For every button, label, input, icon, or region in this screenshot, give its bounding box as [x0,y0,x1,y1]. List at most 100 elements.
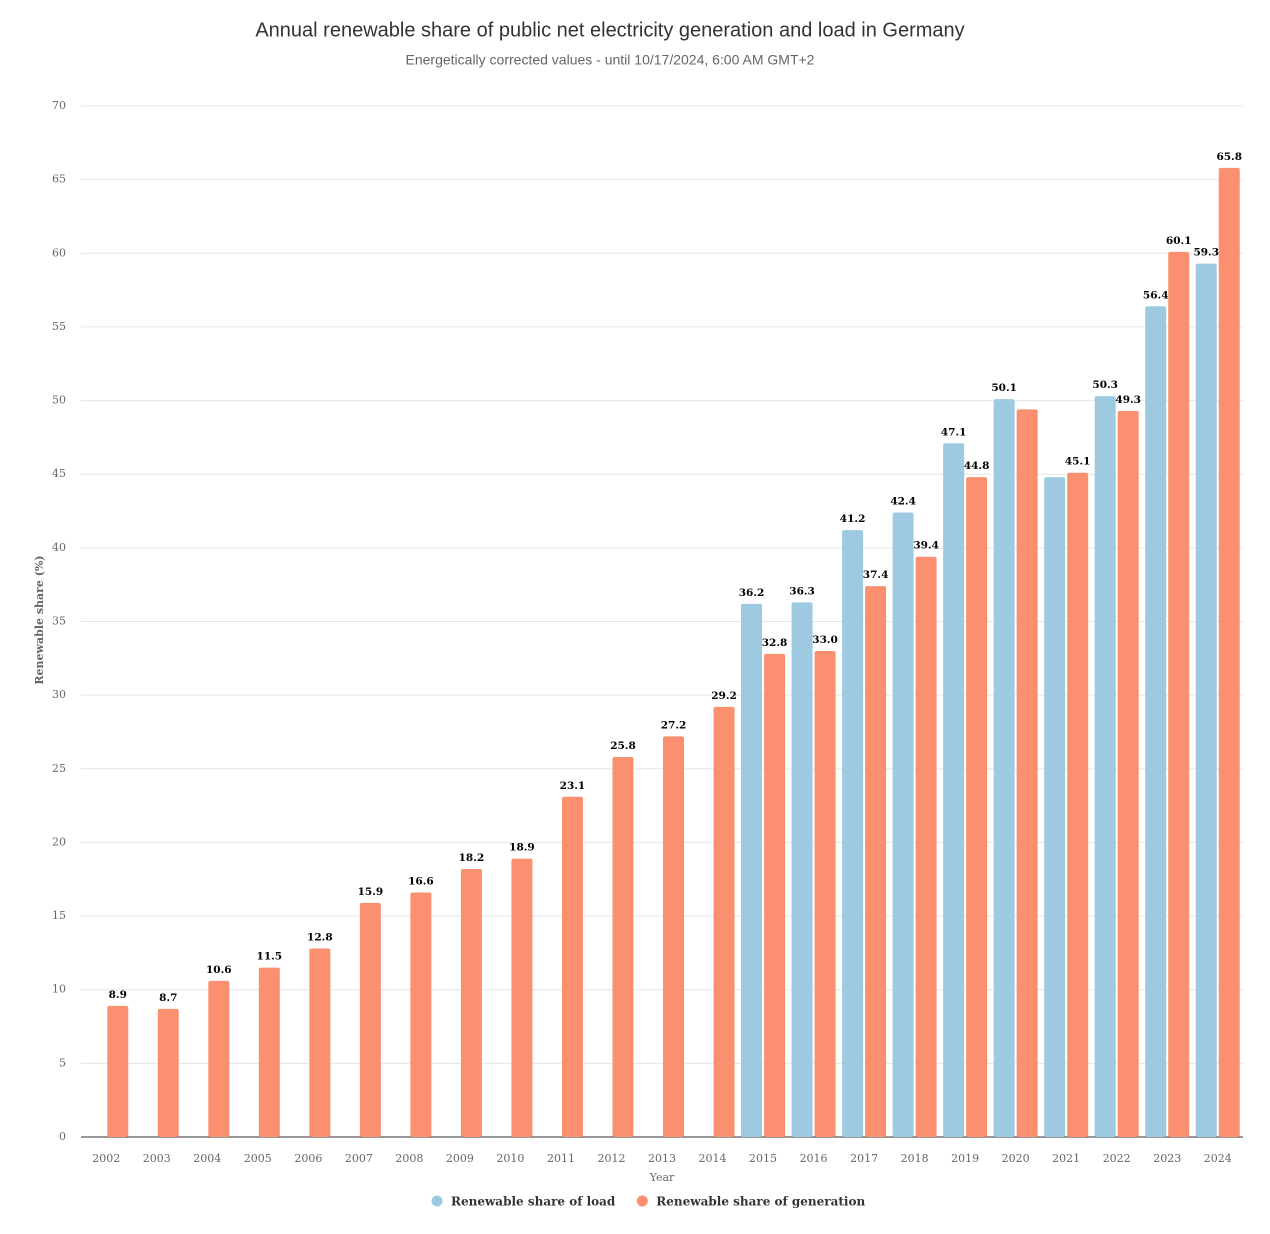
bar [107,1005,129,1137]
x-tick-label: 2005 [244,1152,272,1165]
data-label: 27.2 [661,719,687,731]
data-label: 49.3 [1115,394,1141,406]
x-tick-label: 2016 [800,1152,828,1165]
bar [764,653,786,1137]
y-tick-label: 35 [52,615,66,628]
bar [993,399,1015,1137]
bar [663,736,684,1137]
y-tick-label: 65 [52,173,66,186]
x-tick-label: 2018 [901,1152,929,1165]
bar [359,902,381,1137]
x-tick-label: 2014 [699,1152,727,1165]
bar [966,477,988,1137]
x-tick-label: 2017 [850,1152,878,1165]
bar [561,796,583,1137]
data-label: 44.8 [964,460,990,472]
x-tick-label: 2004 [193,1152,221,1165]
data-label: 18.9 [509,842,535,854]
data-label: 39.4 [913,540,939,552]
x-tick-label: 2020 [1002,1152,1030,1165]
bar [258,967,280,1137]
x-tick-label: 2021 [1052,1152,1080,1165]
bar [814,650,836,1137]
bar [511,858,533,1137]
y-tick-label: 20 [52,835,66,848]
bar [741,603,763,1137]
y-tick-label: 0 [59,1130,66,1143]
data-label: 47.1 [941,426,967,438]
y-tick-label: 55 [52,320,66,333]
x-tick-label: 2006 [294,1152,322,1165]
bar [1145,306,1167,1137]
x-tick-label: 2009 [446,1152,474,1165]
data-label: 11.5 [257,951,283,963]
data-label: 50.1 [991,382,1017,394]
data-label: 15.9 [358,886,384,898]
x-tick-label: 2011 [547,1152,575,1165]
bar [842,530,864,1137]
data-label: 10.6 [206,964,232,976]
x-tick-label: 2024 [1204,1152,1232,1165]
data-label: 8.7 [159,992,177,1004]
data-label: 45.1 [1065,456,1091,468]
bar [309,948,331,1137]
data-label: 16.6 [408,876,434,888]
y-tick-label: 10 [52,983,66,996]
bar [1044,477,1066,1137]
y-tick-label: 60 [52,246,66,259]
data-label: 65.8 [1216,151,1242,163]
bar [943,443,965,1137]
bar [410,892,432,1137]
y-tick-label: 40 [52,541,66,554]
x-tick-label: 2002 [92,1152,120,1165]
data-label: 56.4 [1143,289,1169,301]
data-label: 36.2 [739,587,765,599]
bar [460,868,482,1137]
x-tick-label: 2023 [1153,1152,1181,1165]
data-label: 60.1 [1166,235,1192,247]
legend-symbol [431,1195,443,1207]
x-axis-title: Year [649,1171,675,1184]
y-axis-title: Renewable share (%) [33,555,46,684]
data-label: 29.2 [711,690,737,702]
bar [865,586,887,1137]
x-tick-label: 2015 [749,1152,777,1165]
chart-subtitle: Energetically corrected values - until 1… [406,52,815,68]
data-label: 50.3 [1092,379,1118,391]
data-label: 41.2 [840,513,866,525]
data-label: 36.3 [789,585,815,597]
data-label: 12.8 [307,931,333,943]
data-label: 33.0 [812,634,838,646]
x-tick-label: 2012 [597,1152,625,1165]
y-tick-label: 70 [52,99,66,112]
y-tick-label: 25 [52,762,66,775]
y-tick-label: 30 [52,688,66,701]
bar [1094,396,1116,1138]
y-tick-label: 50 [52,394,66,407]
bar [1067,472,1089,1137]
bar [791,602,813,1137]
data-label: 8.9 [109,989,127,1001]
chart-title: Annual renewable share of public net ele… [255,19,964,41]
data-label: 32.8 [762,637,788,649]
x-tick-label: 2003 [143,1152,171,1165]
legend-label[interactable]: Renewable share of generation [656,1195,865,1209]
y-tick-label: 5 [59,1056,66,1069]
data-label: 59.3 [1193,247,1219,259]
bar [1016,409,1038,1137]
bar [612,757,634,1137]
bar [1195,263,1217,1137]
data-label: 42.4 [890,496,916,508]
x-tick-label: 2022 [1103,1152,1131,1165]
bar [1218,167,1240,1138]
x-tick-label: 2007 [345,1152,373,1165]
x-tick-label: 2008 [395,1152,423,1165]
bar [1117,410,1139,1137]
legend-label[interactable]: Renewable share of load [451,1195,616,1209]
bar [208,980,230,1137]
bar [915,556,937,1137]
x-tick-label: 2019 [951,1152,979,1165]
x-tick-label: 2013 [648,1152,676,1165]
data-label: 18.2 [459,852,485,864]
